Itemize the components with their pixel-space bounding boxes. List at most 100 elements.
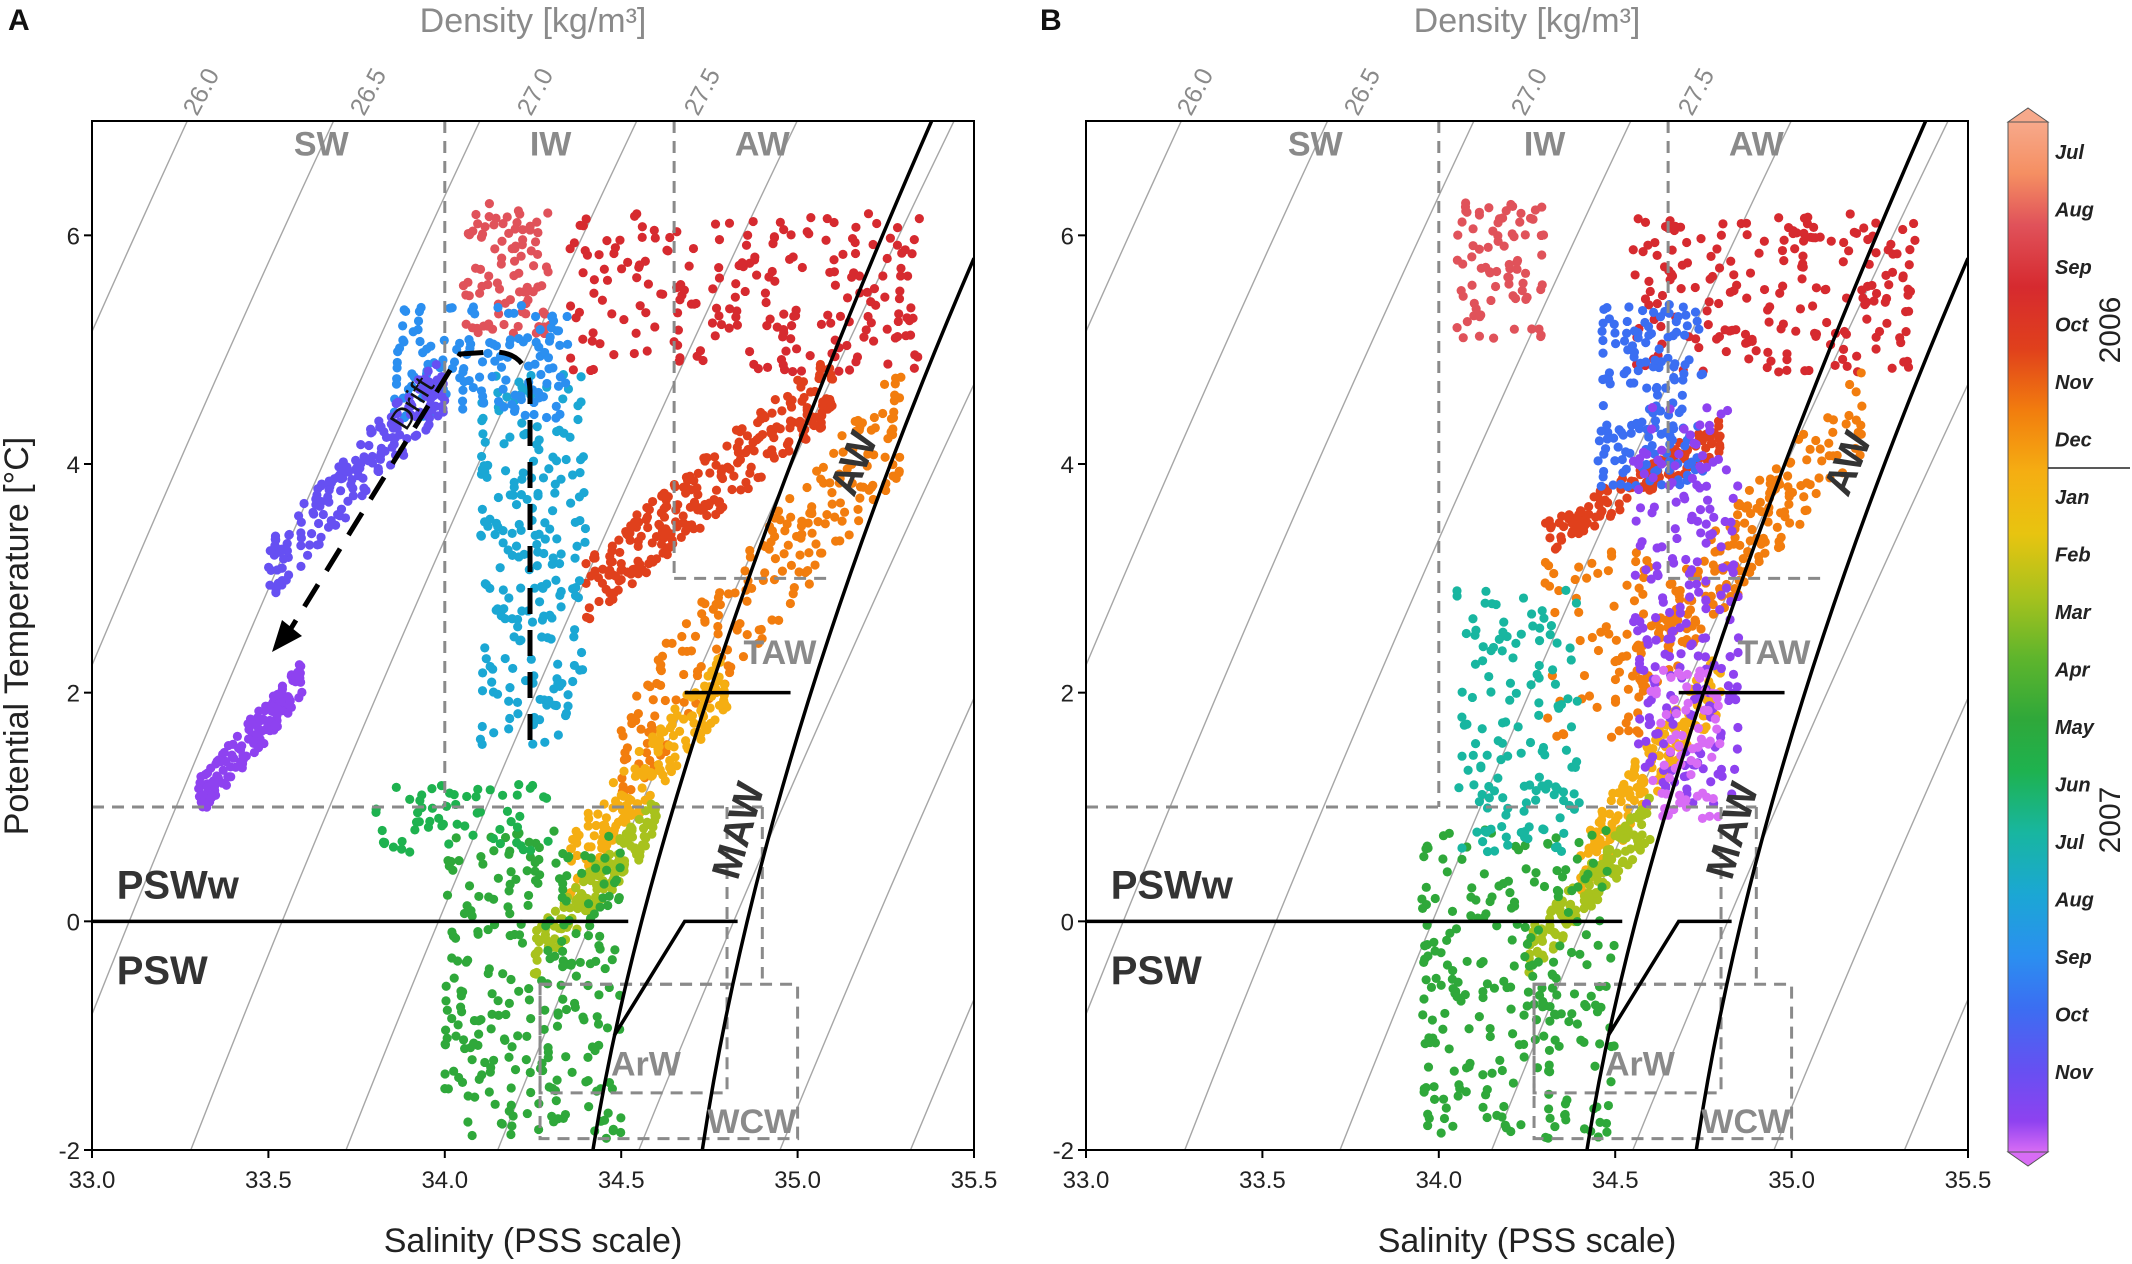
scatter-point bbox=[636, 724, 646, 734]
y-tick-label: 4 bbox=[67, 452, 80, 479]
scatter-point bbox=[296, 561, 306, 571]
scatter-point bbox=[656, 289, 666, 299]
scatter-point bbox=[601, 813, 611, 823]
scatter-point bbox=[1652, 561, 1662, 571]
scatter-point bbox=[1881, 270, 1891, 280]
scatter-point bbox=[538, 307, 548, 317]
plot-frame-b bbox=[1085, 120, 1969, 1151]
scatter-point bbox=[1661, 709, 1671, 720]
scatter-point bbox=[523, 900, 533, 910]
scatter-point bbox=[324, 497, 334, 507]
scatter-point bbox=[406, 381, 417, 391]
scatter-point bbox=[1616, 479, 1626, 489]
scatter-point bbox=[1641, 338, 1651, 348]
scatter-point bbox=[604, 831, 614, 841]
scatter-point bbox=[1537, 250, 1547, 260]
y-tick-label: 6 bbox=[1061, 223, 1074, 250]
scatter-point bbox=[1642, 635, 1652, 645]
scatter-point bbox=[1597, 882, 1607, 892]
scatter-point bbox=[1505, 678, 1516, 688]
scatter-point bbox=[548, 506, 558, 516]
scatter-point bbox=[295, 673, 305, 683]
scatter-point bbox=[543, 1053, 553, 1063]
scatter-point bbox=[590, 1045, 600, 1056]
scatter-point bbox=[1663, 634, 1673, 644]
scatter-point bbox=[1702, 495, 1713, 505]
scatter-point bbox=[1658, 665, 1669, 676]
scatter-point bbox=[1637, 417, 1647, 427]
scatter-point bbox=[509, 271, 519, 281]
scatter-point bbox=[207, 778, 218, 789]
scatter-point bbox=[1482, 846, 1493, 857]
scatter-point bbox=[1484, 203, 1494, 213]
scatter-point bbox=[286, 702, 296, 712]
scatter-point bbox=[1718, 563, 1728, 573]
scatter-point bbox=[1788, 228, 1798, 239]
scatter-point bbox=[1721, 583, 1732, 593]
scatter-point bbox=[528, 261, 539, 271]
scatter-point bbox=[1677, 730, 1687, 741]
scatter-point bbox=[1462, 956, 1472, 967]
water-mass-label-iw: IW bbox=[530, 125, 572, 163]
scatter-point bbox=[1712, 244, 1722, 254]
scatter-point bbox=[635, 846, 645, 856]
scatter-point bbox=[1478, 1102, 1488, 1112]
scatter-point bbox=[206, 763, 216, 773]
scatter-point bbox=[1522, 1001, 1532, 1011]
scatter-point bbox=[1630, 270, 1640, 280]
scatter-point bbox=[756, 624, 766, 635]
scatter-point bbox=[552, 534, 562, 544]
scatter-point bbox=[1745, 508, 1756, 519]
scatter-point bbox=[456, 1002, 466, 1012]
scatter-point bbox=[661, 492, 671, 503]
scatter-point bbox=[1640, 294, 1651, 304]
scatter-point bbox=[1614, 667, 1625, 677]
scatter-point bbox=[1516, 208, 1526, 218]
scatter-point bbox=[477, 504, 487, 514]
scatter-point bbox=[511, 874, 521, 884]
scatter-point bbox=[722, 463, 732, 473]
scatter-point bbox=[1501, 832, 1511, 842]
scatter-point bbox=[710, 219, 721, 229]
scatter-point bbox=[299, 498, 309, 509]
scatter-point bbox=[497, 236, 507, 246]
scatter-point bbox=[1456, 996, 1466, 1006]
scatter-point bbox=[308, 507, 318, 518]
scatter-point bbox=[525, 783, 535, 793]
scatter-point bbox=[1696, 624, 1706, 634]
scatter-point bbox=[1552, 990, 1562, 1000]
scatter-point bbox=[336, 504, 347, 514]
scatter-point bbox=[1457, 843, 1467, 853]
scatter-point bbox=[1478, 836, 1488, 847]
scatter-point bbox=[452, 819, 462, 829]
scatter-point bbox=[513, 709, 523, 719]
scatter-point bbox=[1606, 953, 1616, 963]
scatter-point bbox=[1509, 961, 1519, 971]
scatter-point bbox=[1430, 893, 1440, 904]
density-isoline bbox=[1184, 121, 1632, 1150]
scatter-point bbox=[538, 473, 549, 483]
scatter-point bbox=[474, 1016, 484, 1026]
scatter-point bbox=[1681, 554, 1691, 565]
scatter-point bbox=[1611, 339, 1621, 349]
scatter-point bbox=[514, 779, 524, 790]
scatter-point bbox=[1795, 519, 1805, 529]
scatter-point bbox=[1610, 456, 1620, 466]
x-tick-label: 33.0 bbox=[1063, 1167, 1110, 1194]
scatter-point bbox=[1547, 665, 1558, 675]
scatter-point bbox=[1772, 522, 1782, 532]
scatter-point bbox=[499, 1034, 510, 1044]
scatter-point bbox=[1554, 1041, 1564, 1051]
scatter-point bbox=[732, 442, 742, 453]
scatter-point bbox=[504, 849, 514, 859]
scatter-point bbox=[500, 466, 511, 476]
scatter-point bbox=[392, 374, 402, 384]
scatter-point bbox=[570, 625, 580, 635]
scatter-point bbox=[1445, 928, 1455, 938]
scatter-point bbox=[863, 209, 874, 219]
scatter-point bbox=[1697, 788, 1708, 798]
scatter-point bbox=[853, 504, 863, 515]
scatter-point bbox=[493, 396, 504, 407]
scatter-point bbox=[1771, 464, 1781, 474]
scatter-point bbox=[431, 360, 441, 370]
